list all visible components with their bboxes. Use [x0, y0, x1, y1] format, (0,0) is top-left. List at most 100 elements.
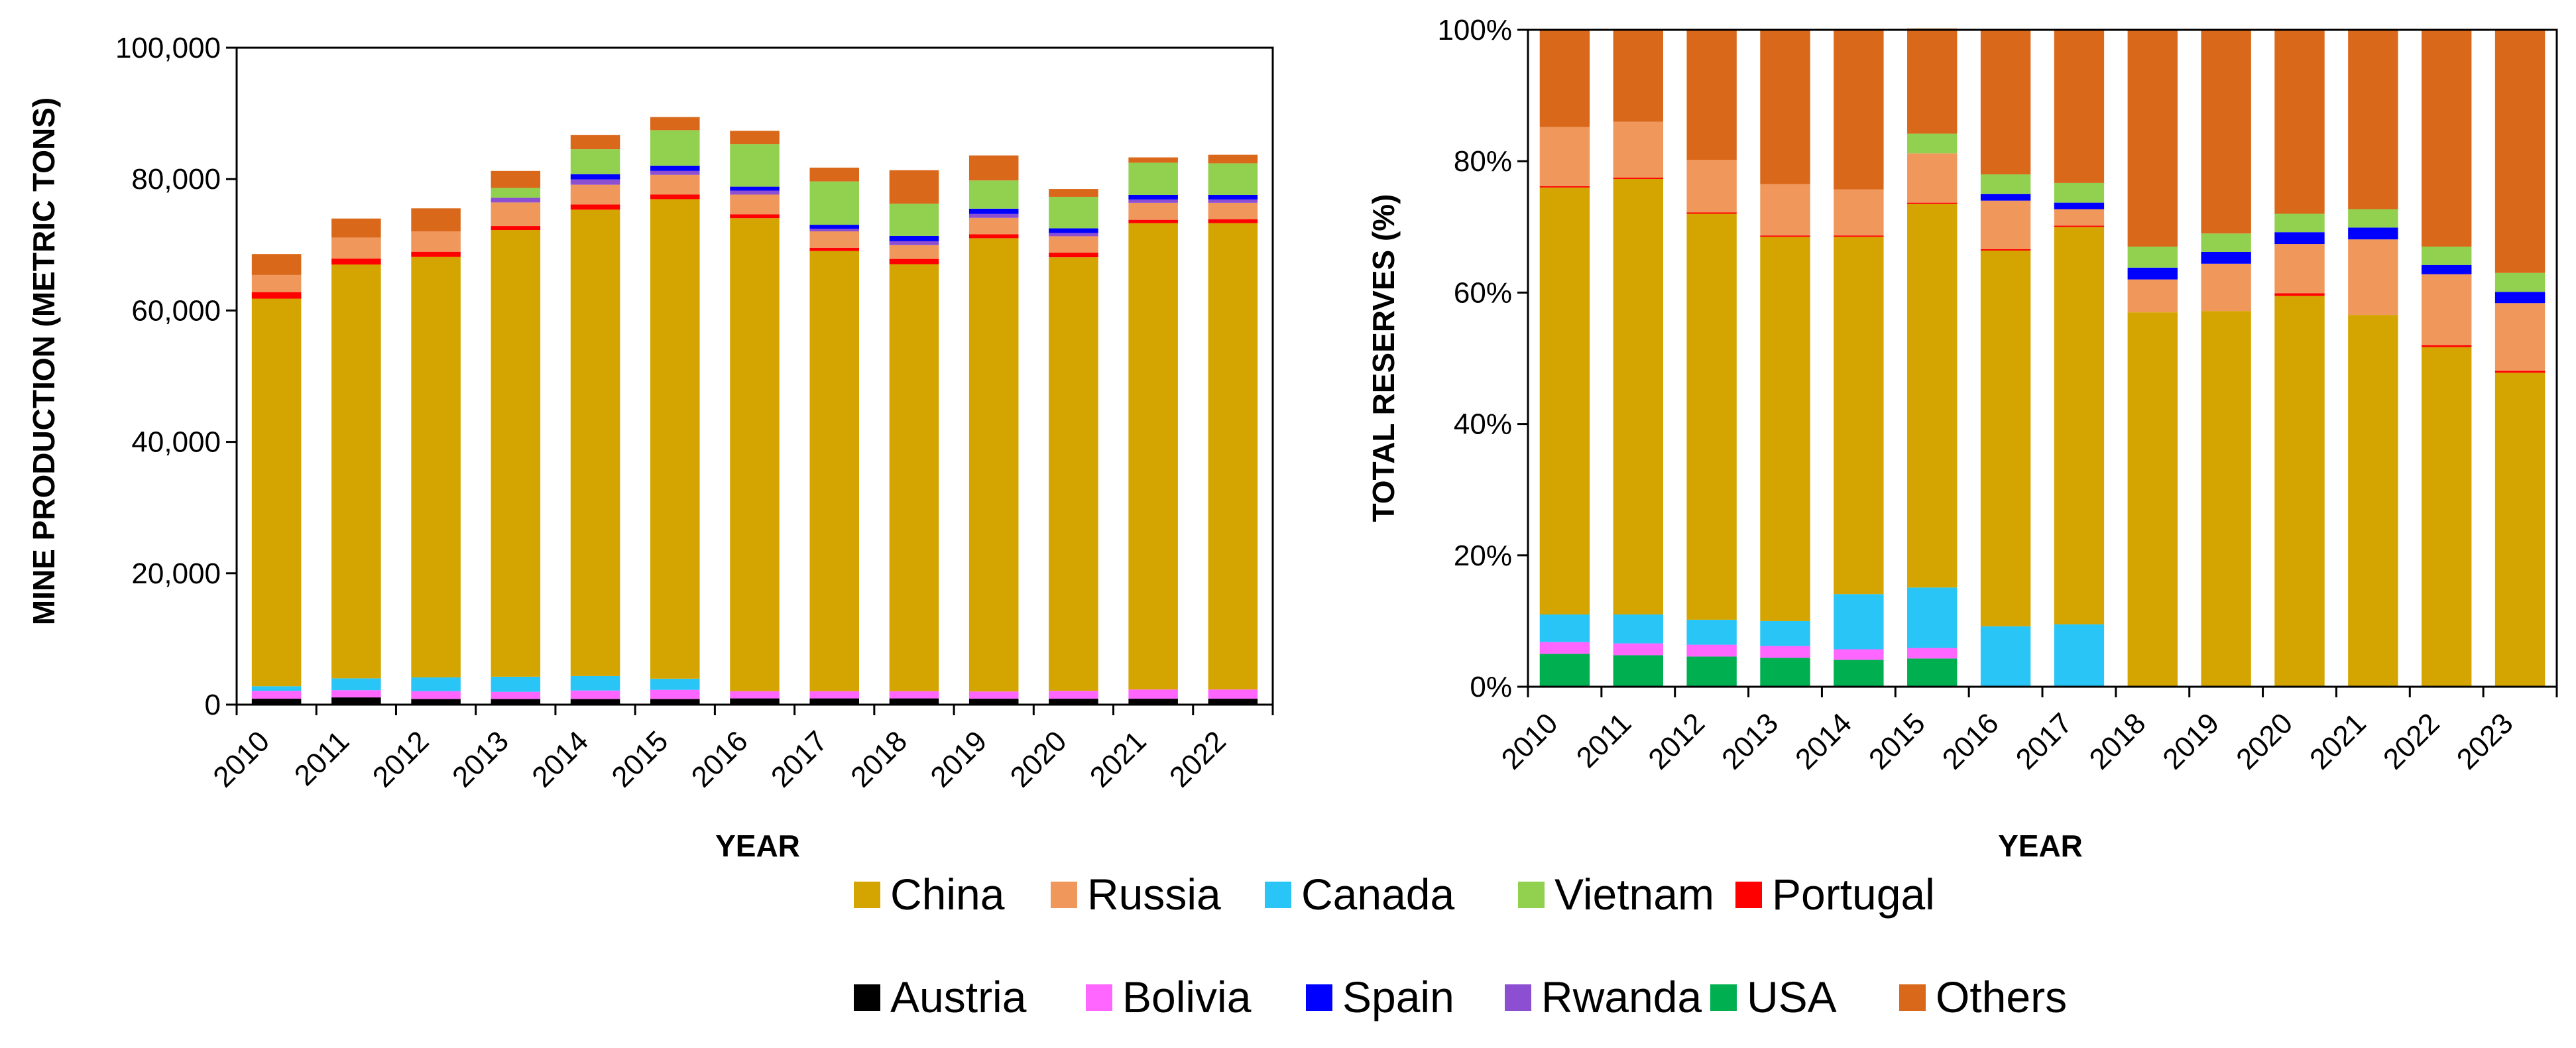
mine-production-bar-segment-bolivia-2015 [650, 689, 700, 699]
mine-production-bar-segment-austria-2022 [1208, 699, 1258, 705]
total-reserves-bar-segment-bolivia-2014 [1834, 649, 1884, 660]
mine-production-bar-segment-spain-2022 [1208, 194, 1258, 200]
mine-production-bar-segment-others-2018 [889, 170, 939, 204]
total-reserves-bar-segment-bolivia-2010 [1539, 642, 1590, 654]
mine-production-bar-segment-russia-2014 [570, 184, 620, 205]
mine-production-bar-segment-spain-2016 [730, 186, 780, 191]
total-reserves-bar-segment-bolivia-2015 [1907, 648, 1958, 659]
total-reserves-bar-segment-russia-2012 [1686, 160, 1737, 213]
mine-production-bar-segment-vietnam-2019 [968, 180, 1019, 209]
mine-production-bar-segment-canada-2012 [411, 677, 461, 691]
mine-production-bar-segment-vietnam-2014 [570, 149, 620, 174]
mine-production-bar-segment-rwanda-2014 [570, 179, 620, 185]
total-reserves-bar-segment-china-2019 [2201, 311, 2251, 687]
legend-label-spain: Spain [1342, 972, 1454, 1021]
total-reserves-bar-segment-portugal-2020 [2274, 293, 2325, 296]
mine-production-bar-segment-bolivia-2010 [251, 691, 302, 699]
mine-production-bar-segment-others-2013 [491, 170, 541, 188]
mine-production-bar-segment-china-2021 [1128, 223, 1178, 690]
total-reserves-bar-segment-portugal-2014 [1834, 235, 1884, 237]
mine-production-y-tick-label: 80,000 [131, 163, 221, 196]
total-reserves-x-tick-label: 2019 [2156, 707, 2225, 776]
legend-swatch-canada [1265, 882, 1291, 908]
legend-swatch-austria [854, 984, 880, 1011]
total-reserves-x-tick-label: 2018 [2083, 707, 2152, 776]
mine-production-bar-segment-austria-2020 [1049, 699, 1098, 705]
total-reserves-bar-segment-usa-2014 [1834, 660, 1884, 687]
mine-production-bar-segment-others-2014 [570, 135, 620, 150]
mine-production-bar-segment-portugal-2013 [491, 226, 541, 231]
total-reserves-bar-segment-spain-2018 [2127, 267, 2178, 280]
total-reserves-bar-segment-china-2014 [1834, 237, 1884, 595]
total-reserves-bar-segment-usa-2011 [1613, 655, 1663, 687]
total-reserves-bar-segment-usa-2013 [1760, 658, 1810, 687]
mine-production-bar-segment-portugal-2014 [570, 204, 620, 210]
mine-production-bar-segment-china-2018 [889, 264, 939, 691]
total-reserves-bar-segment-portugal-2016 [1980, 249, 2031, 251]
mine-production-bar-segment-spain-2014 [570, 174, 620, 180]
mine-production-bar-segment-others-2010 [251, 254, 302, 275]
total-reserves-bars [1539, 29, 2546, 687]
total-reserves-bar-segment-russia-2016 [1980, 200, 2031, 249]
mine-production-bar-segment-portugal-2020 [1049, 253, 1098, 258]
total-reserves-bar-segment-china-2018 [2127, 312, 2178, 687]
legend-swatch-russia [1051, 882, 1077, 908]
total-reserves-bar-segment-portugal-2015 [1907, 202, 1958, 204]
mine-production-bar-segment-russia-2012 [411, 231, 461, 252]
mine-production-bar-segment-others-2015 [650, 117, 700, 131]
mine-production-bar-segment-spain-2018 [889, 235, 939, 241]
mine-production-bar-segment-bolivia-2014 [570, 690, 620, 699]
total-reserves-chart: 0%20%40%60%80%100%2010 2011 2012 2013 2014 20… [1366, 14, 2558, 863]
mine-production-x-axis-title: YEAR [715, 829, 800, 863]
total-reserves-bar-segment-china-2015 [1907, 204, 1958, 588]
mine-production-x-tick-label: 2010 [207, 725, 276, 793]
mine-production-bar-segment-vietnam-2016 [730, 144, 780, 187]
mine-production-bar-segment-austria-2016 [730, 698, 780, 705]
legend-label-usa: USA [1747, 972, 1837, 1021]
mine-production-bar-segment-bolivia-2011 [331, 690, 381, 698]
total-reserves-bar-segment-portugal-2010 [1539, 186, 1590, 188]
mine-production-bar-segment-china-2014 [570, 209, 620, 676]
legend-label-canada: Canada [1301, 870, 1454, 919]
mine-production-bar-segment-others-2022 [1208, 154, 1258, 164]
mine-production-bar-segment-russia-2021 [1128, 202, 1178, 220]
mine-production-bar-segment-others-2017 [809, 167, 860, 182]
total-reserves-bar-segment-china-2016 [1980, 250, 2031, 626]
mine-production-bar-segment-china-2012 [411, 257, 461, 677]
total-reserves-bar-segment-usa-2012 [1686, 656, 1737, 687]
mine-production-bar-segment-others-2012 [411, 208, 461, 231]
mine-production-bar-segment-others-2020 [1049, 189, 1098, 197]
mine-production-bar-segment-russia-2017 [809, 231, 860, 248]
mine-production-bar-segment-austria-2010 [251, 699, 302, 705]
mine-production-bar-segment-austria-2011 [331, 697, 381, 705]
total-reserves-bar-segment-spain-2017 [2054, 202, 2105, 209]
total-reserves-x-tick-label: 2020 [2230, 707, 2299, 776]
total-reserves-x-tick-label: 2017 [2010, 707, 2079, 776]
total-reserves-bar-segment-russia-2022 [2422, 274, 2472, 345]
mine-production-y-tick-label: 60,000 [131, 294, 221, 327]
total-reserves-bar-segment-canada-2010 [1539, 614, 1590, 642]
mine-production-x-tick-label: 2020 [1004, 725, 1073, 793]
total-reserves-x-axis-title: YEAR [1998, 829, 2083, 863]
total-reserves-bar-segment-vietnam-2015 [1907, 133, 1958, 154]
total-reserves-bar-segment-vietnam-2020 [2274, 213, 2325, 233]
total-reserves-bar-segment-others-2015 [1907, 29, 1958, 134]
mine-production-bar-segment-austria-2018 [889, 698, 939, 705]
mine-production-bar-segment-bolivia-2012 [411, 691, 461, 699]
total-reserves-bar-segment-russia-2014 [1834, 189, 1884, 236]
total-reserves-bar-segment-canada-2017 [2054, 624, 2105, 687]
mine-production-bar-segment-canada-2013 [491, 676, 541, 692]
total-reserves-bar-segment-spain-2019 [2201, 251, 2251, 264]
mine-production-axes: 0 20,000 40,000 60,000 80,000 100,000 2010 2011… [115, 32, 1274, 793]
mine-production-bar-segment-austria-2014 [570, 699, 620, 705]
mine-production-bar-segment-russia-2015 [650, 174, 700, 195]
mine-production-bar-segment-canada-2014 [570, 675, 620, 691]
legend-label-russia: Russia [1087, 870, 1221, 919]
total-reserves-bar-segment-portugal-2023 [2494, 371, 2546, 373]
mine-production-bar-segment-china-2019 [968, 238, 1019, 692]
mine-production-bar-segment-spain-2020 [1049, 228, 1098, 233]
legend-swatch-spain [1306, 984, 1332, 1011]
mine-production-bar-segment-rwanda-2016 [730, 190, 780, 195]
total-reserves-y-tick-label: 60% [1454, 276, 1512, 309]
